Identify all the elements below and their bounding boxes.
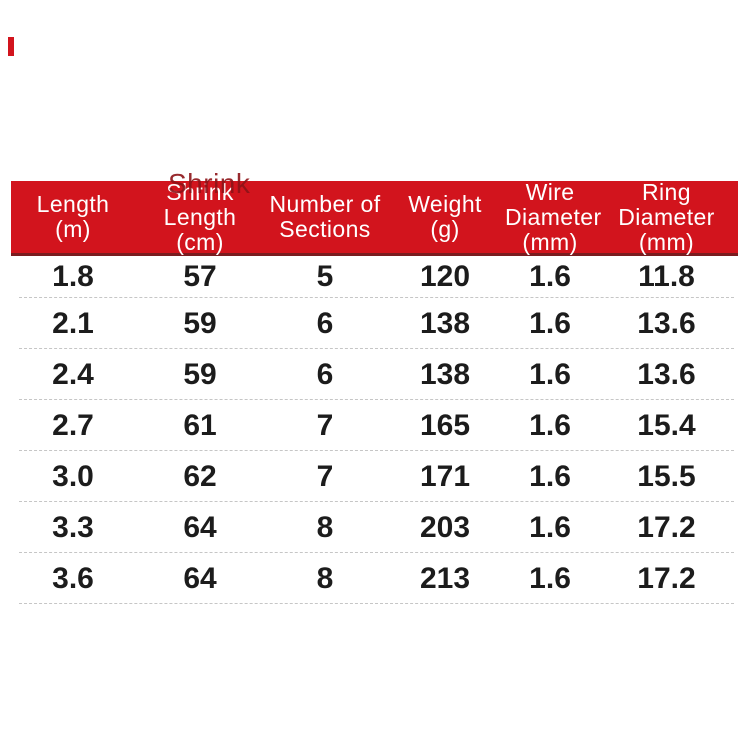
cell-length: 3.0 <box>52 459 94 493</box>
cell-shrink-length: 64 <box>183 561 217 595</box>
header-line: Length <box>36 191 110 217</box>
header-line: Sections <box>279 216 371 242</box>
cell-sections: 6 <box>316 306 334 340</box>
header-cell-weight: Weight (g) <box>385 181 505 253</box>
cell-wire-diameter: 1.6 <box>529 510 571 544</box>
cell-sections: 5 <box>316 260 334 293</box>
cell-ring-diameter: 11.8 <box>638 260 695 293</box>
spec-table-body: 1.8 57 5 120 1.6 11.8 2.1 59 6 138 1.6 1… <box>11 256 738 604</box>
table-row: 1.8 57 5 120 1.6 11.8 <box>11 256 738 298</box>
cell-wire-diameter: 1.6 <box>529 408 571 442</box>
header-line: Diameter <box>618 203 715 230</box>
header-line: Shrink <box>166 178 234 205</box>
cell-wire-diameter: 1.6 <box>529 306 571 340</box>
header-line: Weight <box>408 191 482 217</box>
table-row: 2.7 61 7 165 1.6 15.4 <box>11 400 738 451</box>
header-line: Number of <box>269 191 381 217</box>
header-cell-ring-diameter: Ring Diameter (mm) <box>595 178 738 255</box>
header-cell-sections: Number of Sections <box>265 181 385 253</box>
cell-weight: 138 <box>419 306 471 340</box>
cell-shrink-length: 64 <box>183 510 217 544</box>
table-row: 3.0 62 7 171 1.6 15.5 <box>11 451 738 502</box>
cell-length: 1.8 <box>52 260 94 293</box>
header-cell-shrink-length: Shrink Length (cm) <box>135 178 265 255</box>
cell-ring-diameter: 15.4 <box>637 408 696 442</box>
cell-shrink-length: 61 <box>183 408 217 442</box>
table-row: 3.6 64 8 213 1.6 17.2 <box>11 553 738 604</box>
cell-sections: 7 <box>316 408 334 442</box>
cell-wire-diameter: 1.6 <box>529 561 571 595</box>
cell-ring-diameter: 17.2 <box>637 510 696 544</box>
corner-red-mark <box>8 37 14 56</box>
cell-wire-diameter: 1.6 <box>529 260 571 293</box>
cell-wire-diameter: 1.6 <box>529 357 571 391</box>
cell-shrink-length: 57 <box>183 260 217 293</box>
cell-weight: 171 <box>419 459 471 493</box>
spec-table-header: Length (m) Shrink Length (cm) Number of … <box>11 178 738 256</box>
cell-weight: 120 <box>419 260 471 293</box>
cell-shrink-length: 62 <box>183 459 217 493</box>
cell-sections: 6 <box>316 357 334 391</box>
cell-weight: 138 <box>419 357 471 391</box>
cell-weight: 213 <box>419 561 471 595</box>
header-line: (m) <box>55 216 91 242</box>
cell-length: 2.1 <box>52 306 94 340</box>
cell-shrink-length: 59 <box>183 357 217 391</box>
table-row: 3.3 64 8 203 1.6 17.2 <box>11 502 738 553</box>
cell-weight: 165 <box>419 408 471 442</box>
header-line: Diameter <box>505 203 602 230</box>
cell-ring-diameter: 13.6 <box>637 306 696 340</box>
cell-length: 2.7 <box>52 408 94 442</box>
header-line: Wire <box>525 178 575 205</box>
cell-length: 3.3 <box>52 510 94 544</box>
cell-sections: 8 <box>316 510 334 544</box>
table-row: 2.4 59 6 138 1.6 13.6 <box>11 349 738 400</box>
cell-length: 2.4 <box>52 357 94 391</box>
cell-ring-diameter: 15.5 <box>637 459 696 493</box>
header-line: (g) <box>430 216 460 242</box>
cell-ring-diameter: 13.6 <box>637 357 696 391</box>
cell-sections: 8 <box>316 561 334 595</box>
cell-ring-diameter: 17.2 <box>637 561 696 595</box>
spec-table: Shrink Length (m) Shrink Length (cm) Num… <box>11 170 738 604</box>
cell-sections: 7 <box>316 459 334 493</box>
header-line: Ring <box>642 178 691 205</box>
header-line: (mm) <box>638 228 695 255</box>
cell-length: 3.6 <box>52 561 94 595</box>
header-cell-wire-diameter: Wire Diameter (mm) <box>505 178 602 255</box>
cell-wire-diameter: 1.6 <box>529 459 571 493</box>
header-line: Length <box>163 203 237 230</box>
header-line: (mm) <box>522 228 578 255</box>
cell-weight: 203 <box>419 510 471 544</box>
cell-shrink-length: 59 <box>183 306 217 340</box>
header-cell-length: Length (m) <box>11 181 135 253</box>
table-row: 2.1 59 6 138 1.6 13.6 <box>11 298 738 349</box>
header-line: (cm) <box>176 228 224 255</box>
